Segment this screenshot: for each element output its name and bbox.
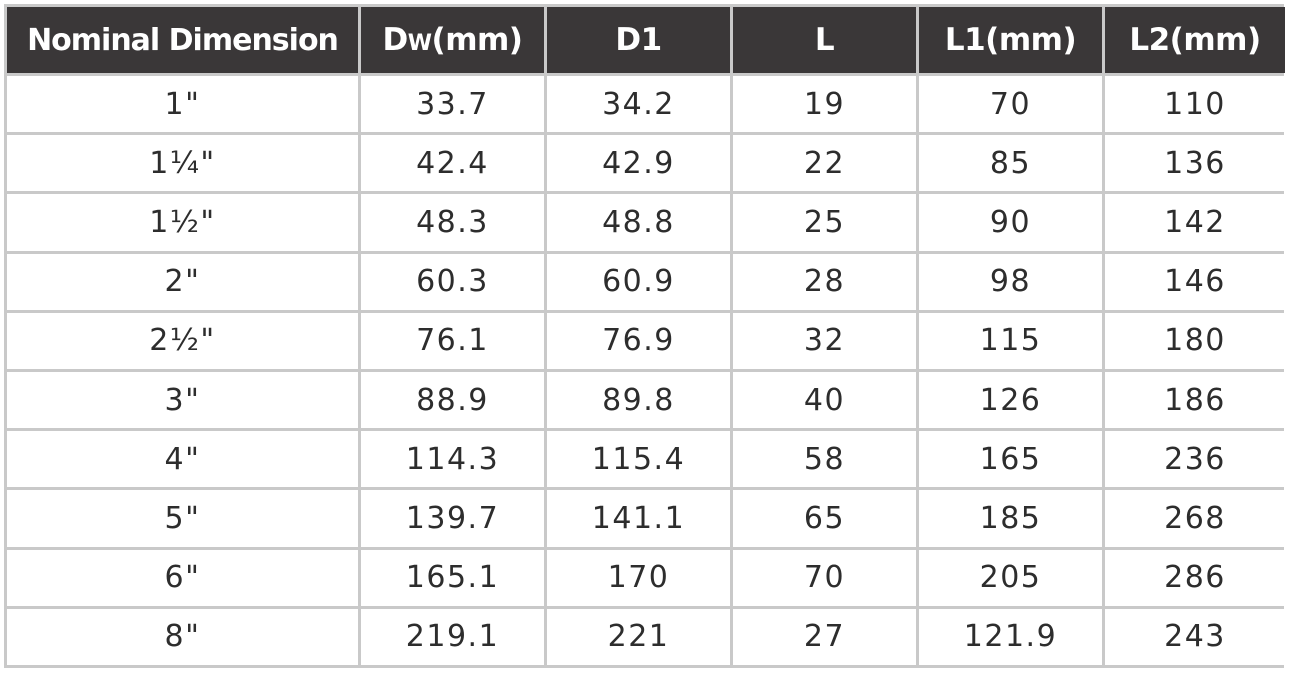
cell-l: 32 [733, 312, 916, 369]
cell-l1: 165 [919, 431, 1102, 488]
cell-l: 58 [733, 431, 916, 488]
cell-l1: 70 [919, 76, 1102, 133]
cell-d1: 60.9 [547, 253, 730, 310]
table-row: 3" 88.9 89.8 40 126 186 [7, 371, 1285, 429]
cell-l1: 115 [919, 312, 1102, 369]
cell-l2: 286 [1105, 549, 1285, 606]
table-row: 1½" 48.3 48.8 25 90 142 [7, 194, 1285, 251]
header-d1: D1 [547, 7, 730, 73]
cell-d1: 34.2 [547, 76, 730, 133]
cell-l1: 205 [919, 549, 1102, 606]
table-row: 8" 219.1 221 27 121.9 243 [7, 608, 1285, 665]
cell-nominal-dimension: 6" [7, 549, 358, 606]
cell-l: 28 [733, 253, 916, 310]
cell-nominal-dimension: 3" [7, 371, 358, 429]
cell-l: 40 [733, 371, 916, 429]
cell-l1: 185 [919, 490, 1102, 547]
cell-d1: 221 [547, 608, 730, 665]
header-row: Nominal Dimension DW(mm) D1 L L1(mm) L2(… [7, 7, 1285, 73]
header-l1: L1(mm) [919, 7, 1102, 73]
header-l2: L2(mm) [1105, 7, 1285, 73]
table-row: 2" 60.3 60.9 28 98 146 [7, 253, 1285, 310]
cell-nominal-dimension: 1" [7, 76, 358, 133]
cell-dw: 42.4 [361, 135, 544, 192]
cell-l2: 186 [1105, 371, 1285, 429]
header-nominal-dimension: Nominal Dimension [7, 7, 358, 73]
cell-nominal-dimension: 8" [7, 608, 358, 665]
cell-nominal-dimension: 5" [7, 490, 358, 547]
cell-dw: 114.3 [361, 431, 544, 488]
cell-l: 65 [733, 490, 916, 547]
cell-l: 22 [733, 135, 916, 192]
cell-l2: 180 [1105, 312, 1285, 369]
cell-l2: 136 [1105, 135, 1285, 192]
cell-l2: 110 [1105, 76, 1285, 133]
cell-l1: 126 [919, 371, 1102, 429]
cell-d1: 42.9 [547, 135, 730, 192]
dimension-table: Nominal Dimension DW(mm) D1 L L1(mm) L2(… [4, 4, 1288, 668]
cell-dw: 76.1 [361, 312, 544, 369]
cell-nominal-dimension: 2" [7, 253, 358, 310]
cell-dw: 88.9 [361, 371, 544, 429]
table-row: 1¼" 42.4 42.9 22 85 136 [7, 135, 1285, 192]
cell-d1: 48.8 [547, 194, 730, 251]
dimension-table-frame: Nominal Dimension DW(mm) D1 L L1(mm) L2(… [4, 4, 1285, 668]
cell-d1: 89.8 [547, 371, 730, 429]
cell-d1: 170 [547, 549, 730, 606]
cell-d1: 115.4 [547, 431, 730, 488]
cell-l2: 243 [1105, 608, 1285, 665]
cell-nominal-dimension: 2½" [7, 312, 358, 369]
header-dw: DW(mm) [361, 7, 544, 73]
cell-dw: 139.7 [361, 490, 544, 547]
table-row: 6" 165.1 170 70 205 286 [7, 549, 1285, 606]
cell-l1: 85 [919, 135, 1102, 192]
cell-l: 70 [733, 549, 916, 606]
cell-dw: 48.3 [361, 194, 544, 251]
cell-dw: 33.7 [361, 76, 544, 133]
cell-nominal-dimension: 1½" [7, 194, 358, 251]
cell-l1: 121.9 [919, 608, 1102, 665]
cell-nominal-dimension: 4" [7, 431, 358, 488]
cell-dw: 219.1 [361, 608, 544, 665]
cell-dw: 60.3 [361, 253, 544, 310]
cell-dw: 165.1 [361, 549, 544, 606]
table-row: 4" 114.3 115.4 58 165 236 [7, 431, 1285, 488]
cell-l1: 98 [919, 253, 1102, 310]
cell-l: 25 [733, 194, 916, 251]
table-body: 1" 33.7 34.2 19 70 110 1¼" 42.4 42.9 22 85 136 1½" 48… [7, 76, 1285, 665]
cell-d1: 141.1 [547, 490, 730, 547]
table-row: 1" 33.7 34.2 19 70 110 [7, 76, 1285, 133]
cell-nominal-dimension: 1¼" [7, 135, 358, 192]
cell-l: 27 [733, 608, 916, 665]
header-l: L [733, 7, 916, 73]
cell-l: 19 [733, 76, 916, 133]
table-row: 2½" 76.1 76.9 32 115 180 [7, 312, 1285, 369]
cell-l2: 146 [1105, 253, 1285, 310]
table-row: 5" 139.7 141.1 65 185 268 [7, 490, 1285, 547]
cell-l1: 90 [919, 194, 1102, 251]
cell-l2: 142 [1105, 194, 1285, 251]
cell-d1: 76.9 [547, 312, 730, 369]
cell-l2: 236 [1105, 431, 1285, 488]
cell-l2: 268 [1105, 490, 1285, 547]
